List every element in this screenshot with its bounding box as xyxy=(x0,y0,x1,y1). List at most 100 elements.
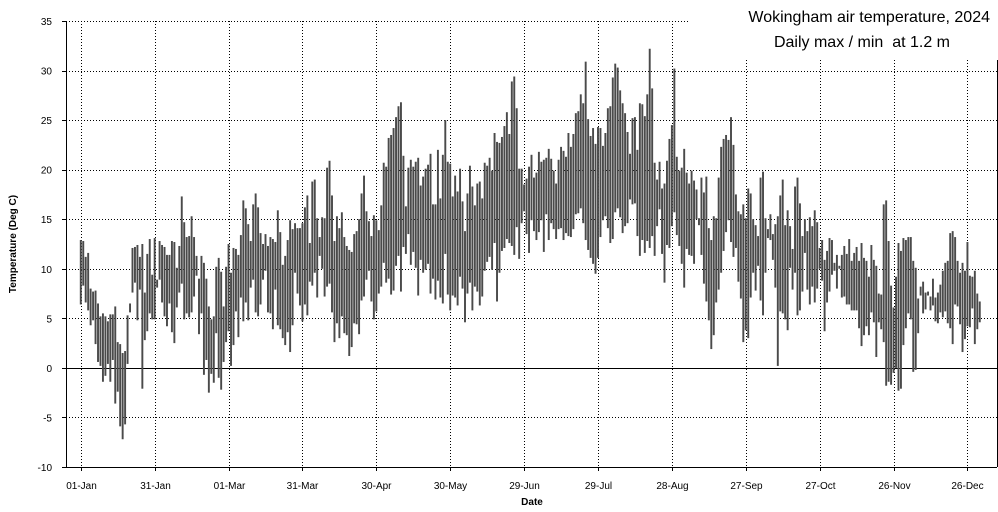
x-tick-label: 29-Jun xyxy=(509,481,540,492)
daily-range-bar xyxy=(134,246,136,283)
daily-range-bar xyxy=(678,170,681,246)
daily-range-bar xyxy=(170,241,173,333)
daily-range-bar xyxy=(840,254,843,298)
daily-range-bar xyxy=(594,143,597,274)
daily-range-bar xyxy=(183,222,186,320)
daily-range-bar xyxy=(904,240,907,329)
daily-range-bar xyxy=(355,231,358,325)
daily-range-bar xyxy=(436,149,439,281)
daily-range-bar xyxy=(702,192,705,284)
x-tick-label: 27-Oct xyxy=(805,481,835,492)
daily-range-bar xyxy=(924,292,927,310)
daily-range-bar xyxy=(111,314,114,360)
daily-range-bar xyxy=(934,297,937,322)
daily-range-bar xyxy=(912,260,915,372)
daily-range-bar xyxy=(444,120,447,254)
daily-range-bar xyxy=(954,237,957,305)
daily-range-bar xyxy=(79,240,82,305)
daily-range-bar xyxy=(853,252,856,311)
daily-range-bar xyxy=(675,156,678,236)
daily-range-bar xyxy=(907,237,910,314)
daily-range-bar xyxy=(483,162,486,271)
daily-range-bar xyxy=(976,293,979,330)
daily-range-bar xyxy=(742,204,745,343)
daily-range-bar xyxy=(801,236,804,292)
daily-range-bar xyxy=(589,135,592,258)
daily-range-bar xyxy=(584,61,587,241)
daily-range-bar xyxy=(882,204,885,343)
daily-range-bar xyxy=(476,183,479,292)
daily-range-bar xyxy=(190,216,193,313)
daily-range-bar xyxy=(535,172,538,241)
daily-range-bar xyxy=(528,166,530,253)
y-tick-label: 35 xyxy=(41,17,53,28)
daily-range-bar xyxy=(289,220,292,353)
daily-range-bar xyxy=(323,218,326,297)
daily-range-bar xyxy=(796,177,799,316)
daily-range-bar xyxy=(643,116,646,253)
daily-range-bar xyxy=(257,207,260,317)
daily-range-bar xyxy=(515,108,518,228)
daily-range-bar xyxy=(215,266,218,334)
daily-range-bar xyxy=(858,260,861,329)
daily-range-bar xyxy=(200,255,203,314)
y-axis-title: Temperature (Deg C) xyxy=(8,195,19,293)
daily-range-bar xyxy=(619,90,622,218)
daily-range-bar xyxy=(427,164,430,264)
daily-range-bar xyxy=(237,254,240,338)
daily-range-bar xyxy=(569,146,572,238)
daily-range-bar xyxy=(358,219,361,335)
daily-range-bar xyxy=(153,238,156,320)
y-tick-label: -10 xyxy=(38,463,53,474)
daily-range-bar xyxy=(956,260,959,307)
daily-range-bar xyxy=(973,270,976,345)
daily-range-bar xyxy=(680,167,683,264)
daily-range-bar xyxy=(555,183,558,240)
daily-range-bar xyxy=(106,321,109,364)
daily-range-bar xyxy=(109,314,112,382)
daily-range-bar xyxy=(178,245,181,293)
daily-range-bar xyxy=(311,181,314,286)
daily-range-bar xyxy=(395,117,397,266)
daily-range-bar xyxy=(456,191,459,306)
daily-range-bar xyxy=(451,196,454,296)
daily-range-bar xyxy=(799,203,801,311)
daily-range-bar xyxy=(318,237,321,256)
daily-range-bar xyxy=(217,257,220,378)
daily-range-bar xyxy=(316,218,319,298)
daily-range-bar xyxy=(242,200,245,322)
daily-range-bar xyxy=(97,303,99,362)
daily-range-bar xyxy=(432,204,434,279)
daily-range-bar xyxy=(230,272,232,366)
daily-range-bar xyxy=(422,176,425,273)
daily-range-bar xyxy=(525,178,528,235)
daily-range-bar xyxy=(239,235,242,298)
daily-range-bar xyxy=(700,177,703,255)
daily-range-bar xyxy=(951,231,954,345)
daily-range-bar xyxy=(752,219,755,273)
daily-range-bar xyxy=(138,256,141,290)
daily-range-bar xyxy=(725,134,728,233)
daily-range-bar xyxy=(367,221,370,271)
daily-range-bar xyxy=(360,193,363,301)
daily-range-bar xyxy=(636,149,639,237)
daily-range-bar xyxy=(821,240,824,281)
daily-range-bar xyxy=(520,168,523,224)
daily-range-bar xyxy=(254,193,257,313)
daily-range-bar xyxy=(826,250,829,303)
daily-range-bar xyxy=(909,237,912,320)
daily-range-bar xyxy=(296,228,299,294)
daily-range-bar xyxy=(710,240,713,350)
daily-range-bar xyxy=(870,244,873,313)
daily-range-bar xyxy=(441,154,444,304)
daily-range-bar xyxy=(759,177,762,301)
daily-range-bar xyxy=(781,179,784,314)
daily-range-bar xyxy=(345,245,348,336)
daily-range-bar xyxy=(685,172,688,249)
daily-range-bar xyxy=(508,133,511,244)
daily-range-bar xyxy=(222,306,225,362)
daily-range-bar xyxy=(624,113,627,227)
daily-range-bar xyxy=(434,204,437,300)
daily-range-bar xyxy=(414,161,417,268)
daily-range-bar xyxy=(683,148,686,288)
